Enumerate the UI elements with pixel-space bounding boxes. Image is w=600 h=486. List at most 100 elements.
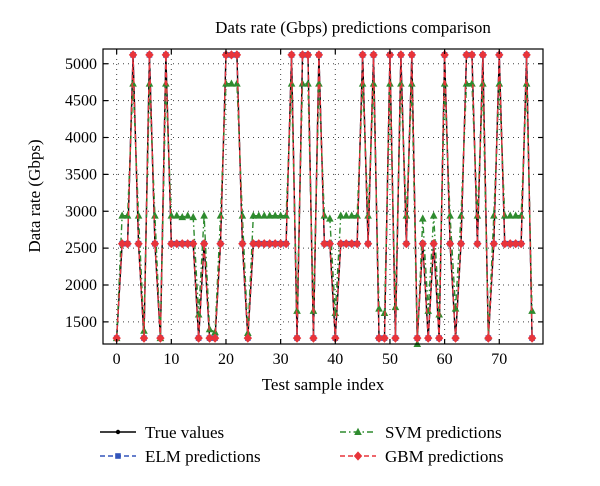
data-point-svm-predictions (353, 211, 361, 219)
legend-swatch-marker (354, 427, 362, 435)
data-point-svm-predictions (265, 211, 274, 219)
data-point-gbm-predictions (347, 239, 356, 249)
data-point-gbm-predictions (270, 239, 280, 249)
data-point-gbm-predictions (254, 239, 263, 249)
data-point-svm-predictions (402, 211, 411, 219)
data-point-gbm-predictions (418, 239, 427, 249)
x-tick-label: 40 (327, 351, 343, 368)
data-point-gbm-predictions (243, 333, 253, 343)
data-point-gbm-predictions (249, 239, 258, 249)
data-point-gbm-predictions (363, 239, 373, 249)
data-point-gbm-predictions (391, 333, 400, 343)
data-point-gbm-predictions (216, 239, 225, 249)
series-line-true-values (115, 54, 533, 339)
data-point-svm-predictions (254, 211, 263, 219)
data-point-svm-predictions (347, 211, 356, 219)
data-point-gbm-predictions (150, 239, 160, 249)
data-point-gbm-predictions (167, 239, 176, 249)
data-point-gbm-predictions (380, 333, 389, 343)
data-point-gbm-predictions (292, 333, 302, 343)
data-point-gbm-predictions (478, 50, 488, 60)
data-point-gbm-predictions (489, 239, 499, 249)
x-tick-label: 30 (273, 351, 289, 368)
data-point-svm-predictions (468, 79, 476, 87)
series-line-elm-predictions (115, 54, 533, 339)
data-point-gbm-predictions (309, 333, 318, 343)
series-elm-predictions (113, 52, 535, 341)
data-point-svm-predictions (462, 79, 471, 87)
data-point-gbm-predictions (298, 50, 307, 60)
data-point-gbm-predictions (484, 333, 493, 343)
legend-item-gbm-predictions: GBM predictions (340, 447, 504, 466)
data-point-gbm-predictions (303, 50, 313, 60)
data-point-gbm-predictions (205, 333, 214, 343)
data-point-gbm-predictions (172, 239, 181, 249)
legend-item-svm-predictions: SVM predictions (340, 423, 502, 442)
data-point-svm-predictions (326, 214, 334, 222)
x-tick-label: 60 (437, 351, 453, 368)
data-point-gbm-predictions (112, 333, 121, 343)
data-point-svm-predictions (260, 211, 269, 219)
data-point-svm-predictions (495, 79, 504, 87)
y-tick-label: 1500 (65, 314, 97, 331)
data-point-svm-predictions (249, 211, 258, 219)
data-point-svm-predictions (457, 211, 465, 219)
data-point-svm-predictions (315, 79, 323, 87)
data-point-svm-predictions (375, 304, 383, 312)
data-point-svm-predictions (189, 212, 197, 221)
data-point-gbm-predictions (429, 239, 438, 249)
data-point-gbm-predictions (232, 50, 242, 60)
data-point-svm-predictions (227, 79, 236, 87)
data-point-svm-predictions (500, 211, 509, 219)
y-tick-label: 4000 (65, 130, 97, 147)
data-point-svm-predictions (151, 211, 159, 219)
data-point-svm-predictions (134, 211, 143, 219)
data-point-gbm-predictions (413, 333, 422, 343)
data-point-gbm-predictions (145, 50, 154, 60)
data-point-gbm-predictions (331, 333, 340, 343)
data-point-svm-predictions (358, 79, 367, 87)
data-point-svm-predictions (194, 310, 203, 318)
x-axis-label: Test sample index (262, 375, 385, 394)
series-svm-predictions (112, 79, 536, 347)
data-point-gbm-predictions (265, 239, 274, 249)
data-point-svm-predictions (200, 211, 208, 219)
data-point-gbm-predictions (402, 239, 411, 249)
data-point-svm-predictions (282, 211, 290, 219)
series-line-gbm-predictions (115, 54, 533, 339)
axis-ticks: 0 10 20 30 40 50 60 70 1500 2000 2500 3000 3500 4000 4… (65, 49, 543, 368)
data-point-gbm-predictions (451, 333, 460, 343)
data-point-gbm-predictions (445, 239, 455, 249)
x-tick-label: 10 (163, 351, 179, 368)
data-point-gbm-predictions (440, 50, 449, 60)
data-point-gbm-predictions (336, 239, 345, 249)
data-point-svm-predictions (336, 211, 345, 219)
data-point-svm-predictions (320, 211, 329, 219)
data-point-gbm-predictions (424, 333, 433, 343)
plot-area-frame (102, 48, 544, 345)
data-point-svm-predictions (238, 211, 247, 219)
data-point-gbm-predictions (134, 239, 143, 249)
legend-label: SVM predictions (385, 423, 502, 442)
data-point-gbm-predictions (358, 50, 367, 60)
legend-label: True values (145, 423, 224, 442)
legend-item-elm-predictions: ELM predictions (100, 447, 261, 466)
data-point-gbm-predictions (342, 239, 351, 249)
data-point-gbm-predictions (396, 50, 406, 60)
data-point-gbm-predictions (325, 239, 335, 249)
data-point-svm-predictions (233, 79, 241, 87)
data-point-svm-predictions (342, 211, 351, 219)
data-point-gbm-predictions (473, 239, 482, 249)
data-point-gbm-predictions (281, 239, 291, 249)
data-point-gbm-predictions (527, 333, 537, 343)
data-point-gbm-predictions (516, 239, 526, 249)
data-point-svm-predictions (276, 211, 285, 219)
data-point-svm-predictions (271, 211, 279, 219)
data-point-svm-predictions (446, 211, 454, 219)
series-true-values (114, 52, 535, 341)
data-point-gbm-predictions (352, 239, 362, 249)
data-point-gbm-predictions (156, 333, 165, 343)
legend-label: GBM predictions (385, 447, 504, 466)
data-point-svm-predictions (172, 211, 181, 219)
